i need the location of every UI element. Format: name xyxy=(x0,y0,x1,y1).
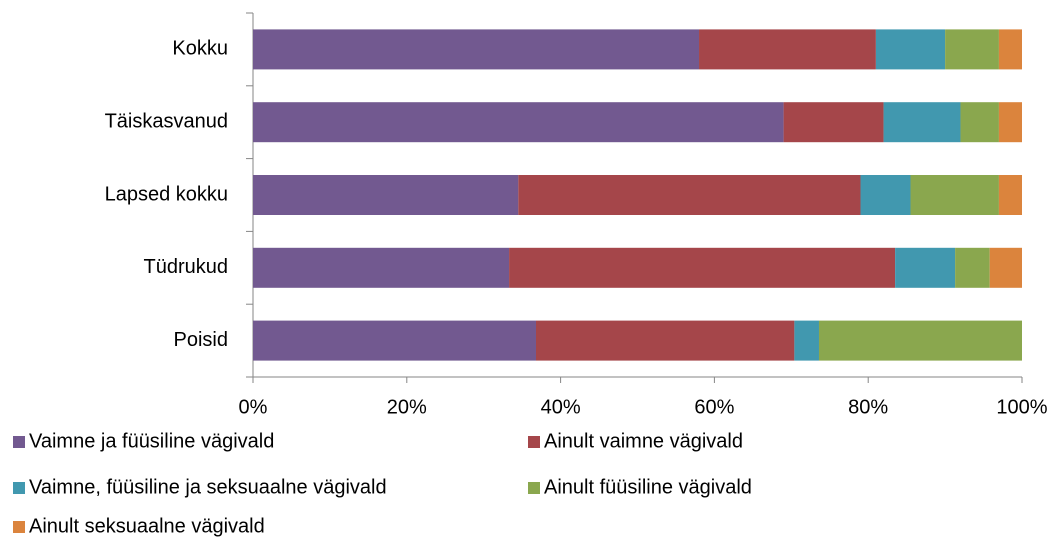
bar-segment xyxy=(910,175,999,215)
y-tick-label: Tüdrukud xyxy=(144,256,229,278)
x-tick-label: 20% xyxy=(387,396,427,418)
x-tick-label: 80% xyxy=(848,396,888,418)
bar-segment xyxy=(945,29,999,70)
legend-swatch xyxy=(528,436,540,448)
legend-label: Ainult füüsiline vägivald xyxy=(544,476,752,498)
bar-segment xyxy=(998,175,1022,215)
legend-swatch xyxy=(13,436,25,448)
y-tick-label: Poisid xyxy=(174,329,228,351)
bar-segment xyxy=(699,29,876,70)
bar-segment xyxy=(998,102,1022,143)
bar-segment xyxy=(875,29,946,70)
legend-label: Vaimne, füüsiline ja seksuaalne vägivald xyxy=(29,476,387,498)
x-tick-label: 0% xyxy=(239,396,268,418)
bar-segment xyxy=(253,102,784,143)
bar-segment xyxy=(535,320,795,361)
legend-swatch xyxy=(528,482,540,494)
x-tick-label: 40% xyxy=(541,396,581,418)
bar-segment xyxy=(253,320,536,361)
bar-segment xyxy=(955,247,990,288)
bar-segment xyxy=(794,320,819,361)
y-tick-label: Kokku xyxy=(172,38,228,60)
bar-segment xyxy=(860,175,911,215)
legend-label: Vaimne ja füüsiline vägivald xyxy=(29,430,274,452)
bar-segment xyxy=(783,102,884,143)
legend-label: Ainult vaimne vägivald xyxy=(544,430,743,452)
bar-segment xyxy=(895,247,956,288)
bar-segment xyxy=(253,247,510,288)
bar-segment xyxy=(818,320,1022,361)
bar-segment xyxy=(960,102,999,143)
y-tick-label: Lapsed kokku xyxy=(105,183,228,205)
bar-segment xyxy=(883,102,961,143)
bar-segment xyxy=(509,247,896,288)
x-tick-label: 100% xyxy=(996,396,1047,418)
x-tick-label: 60% xyxy=(694,396,734,418)
bar-segment xyxy=(989,247,1022,288)
legend-swatch xyxy=(13,482,25,494)
bar-segment xyxy=(253,29,700,70)
y-tick-label: Täiskasvanud xyxy=(105,110,228,132)
bar-segment xyxy=(998,29,1022,70)
legend-swatch xyxy=(13,521,25,533)
bar-segment xyxy=(253,175,519,215)
bar-segment xyxy=(518,175,861,215)
legend-label: Ainult seksuaalne vägivald xyxy=(29,515,265,537)
